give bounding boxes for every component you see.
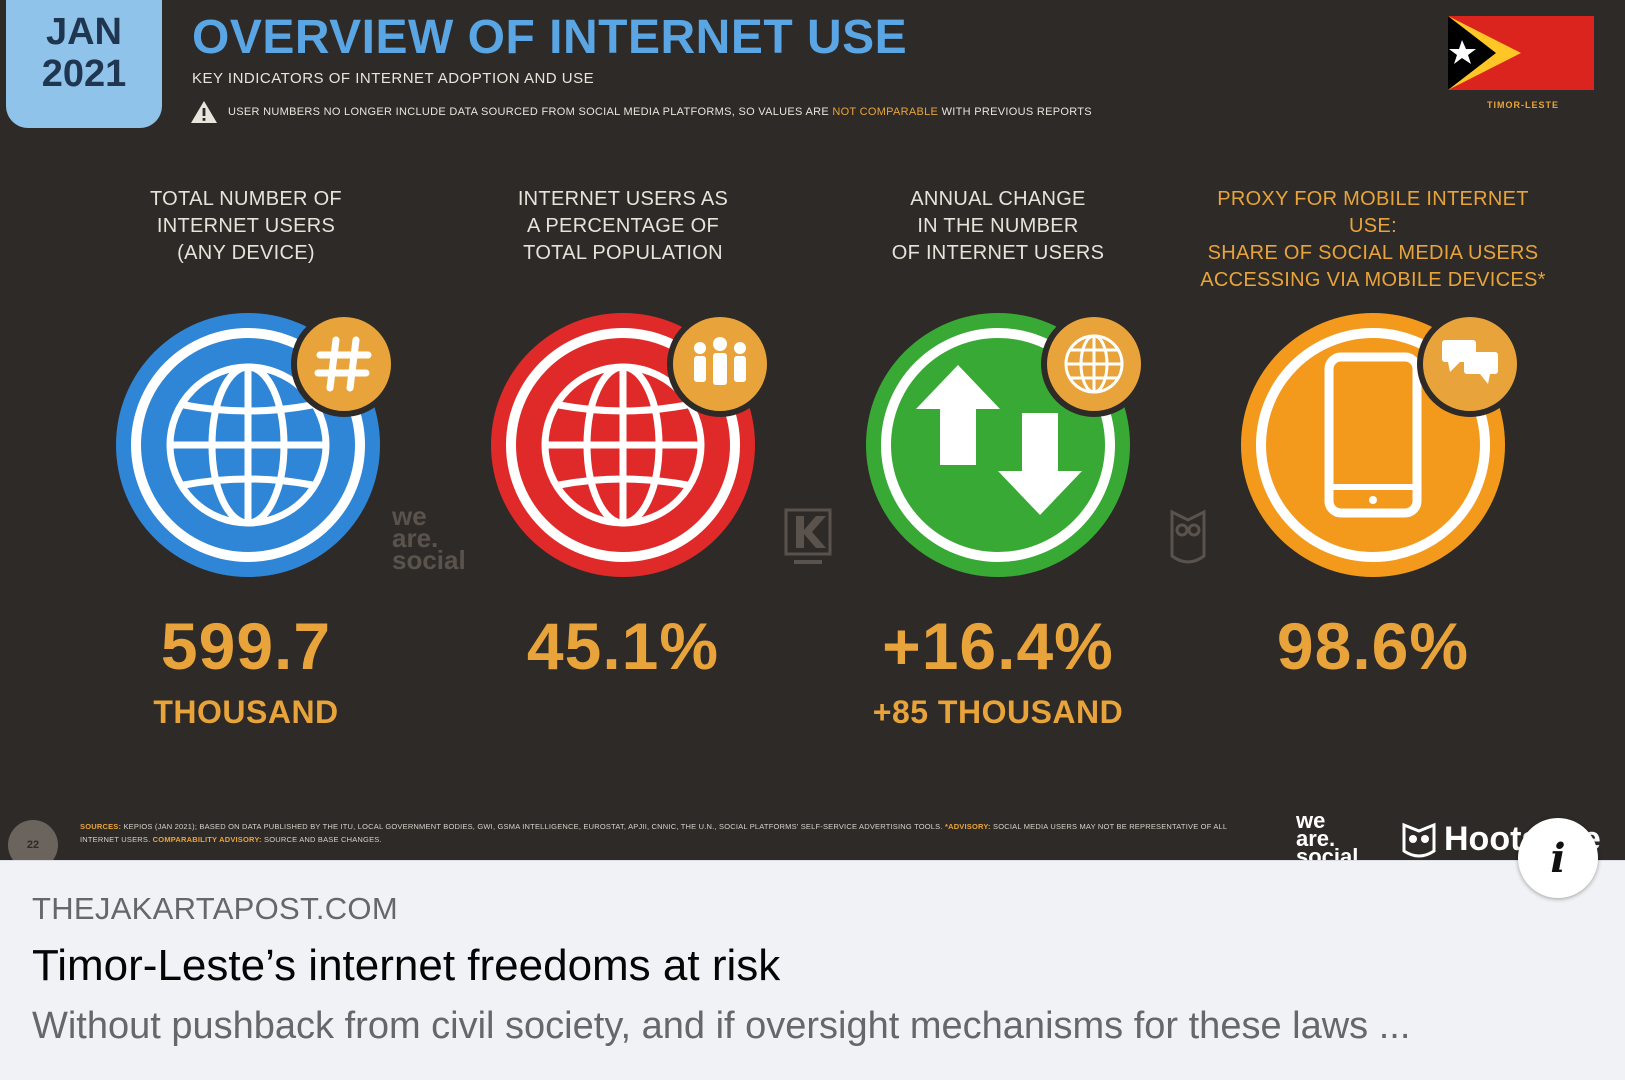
owl-icon: [1402, 822, 1436, 857]
stat-total-users-subvalue: THOUSAND: [153, 694, 339, 730]
warning-text-main: USER NUMBERS NO LONGER INCLUDE DATA SOUR…: [228, 106, 829, 118]
logo-are: are.: [1296, 826, 1336, 851]
logo-social: social: [1296, 844, 1359, 861]
globe-icon: [166, 363, 330, 527]
globe-badge-icon: [1041, 311, 1147, 417]
stat-annual-change-heading-block: ANNUAL CHANGE IN THE NUMBER OF INTERNET …: [818, 186, 1178, 270]
date-badge: JAN 2021: [6, 0, 162, 128]
we-are-social-logo: we are. social: [1296, 808, 1359, 861]
stat-heading: INTERNET USERS AS A PERCENTAGE OF TOTAL …: [517, 188, 729, 264]
hash-icon: [291, 311, 397, 417]
stat-mobile-share-heading-block: PROXY FOR MOBILE INTERNET USE: SHARE OF …: [1193, 186, 1553, 291]
infographic-title: OVERVIEW OF INTERNET USE: [192, 11, 908, 64]
stat-mobile-share-value: 98.6%: [1276, 609, 1470, 683]
link-domain: THEJAKARTAPOST.COM: [32, 891, 398, 926]
link-headline[interactable]: Timor-Leste’s internet freedoms at risk: [32, 941, 781, 990]
stat-annual-change-subvalue: +85 THOUSAND: [872, 694, 1124, 730]
sources-footnote: SOURCES: KEPIOS (JAN 2021); BASED ON DAT…: [80, 820, 1260, 860]
info-glyph: i: [1550, 834, 1566, 882]
sources-label: SOURCES:: [80, 822, 122, 831]
warning-notice: USER NUMBERS NO LONGER INCLUDE DATA SOUR…: [190, 100, 1092, 124]
watermark-we: we: [392, 501, 427, 531]
hootsuite-owl-watermark-icon: [1170, 509, 1206, 564]
smartphone-icon: [1324, 352, 1422, 518]
people-icon: [667, 311, 773, 417]
warning-text: USER NUMBERS NO LONGER INCLUDE DATA SOUR…: [228, 106, 1092, 118]
sources-text: KEPIOS (JAN 2021); BASED ON DATA PUBLISH…: [123, 822, 943, 831]
watermark-are: are.: [392, 523, 439, 553]
stat-heading: PROXY FOR MOBILE INTERNET USE: SHARE OF …: [1200, 188, 1546, 291]
watermark-social: social: [392, 545, 466, 575]
we-are-social-watermark: we are. social: [392, 501, 466, 575]
logo-we: we: [1296, 808, 1326, 833]
info-icon[interactable]: i: [1518, 818, 1598, 898]
stat-annual-change-value: +16.4%: [882, 609, 1114, 683]
stat-heading: TOTAL NUMBER OF INTERNET USERS (ANY DEVI…: [150, 188, 342, 264]
chat-bubbles-icon: [1417, 311, 1523, 417]
date-month: JAN: [45, 11, 123, 53]
warning-text-tail: WITH PREVIOUS REPORTS: [941, 106, 1092, 118]
stat-total-users-value: 599.7: [160, 609, 332, 683]
warning-icon: [191, 101, 217, 123]
link-preview-meta[interactable]: THEJAKARTAPOST.COM Timor-Leste’s interne…: [0, 860, 1625, 1080]
kepios-logo-icon: [784, 508, 832, 564]
warning-highlight: NOT COMPARABLE: [832, 106, 939, 118]
advisory-label: *ADVISORY:: [944, 822, 991, 831]
page-number: 22: [8, 820, 58, 860]
stat-heading: ANNUAL CHANGE IN THE NUMBER OF INTERNET …: [891, 188, 1105, 264]
globe-icon: [541, 363, 705, 527]
country-label: TIMOR-LESTE: [1487, 100, 1559, 110]
shared-link-image[interactable]: JAN 2021 OVERVIEW OF INTERNET USE KEY IN…: [0, 0, 1625, 860]
date-year: 2021: [41, 53, 127, 95]
stat-user-percentage-value: 45.1%: [526, 609, 720, 683]
comparability-label: COMPARABILITY ADVISORY:: [152, 835, 262, 844]
stat-user-percentage-heading-block: INTERNET USERS AS A PERCENTAGE OF TOTAL …: [443, 186, 803, 270]
up-down-arrows-icon: [916, 365, 1082, 515]
comparability-text: SOURCE AND BASE CHANGES.: [264, 835, 382, 844]
link-description: Without pushback from civil society, and…: [32, 1005, 1411, 1047]
timor-leste-flag-icon: [1448, 16, 1594, 90]
infographic-subtitle: KEY INDICATORS OF INTERNET ADOPTION AND …: [192, 70, 595, 87]
stat-total-users-heading-block: TOTAL NUMBER OF INTERNET USERS (ANY DEVI…: [66, 186, 426, 270]
advisory-text: SOCIAL MEDIA USERS MAY NOT BE REPRESENTA…: [80, 822, 1228, 844]
